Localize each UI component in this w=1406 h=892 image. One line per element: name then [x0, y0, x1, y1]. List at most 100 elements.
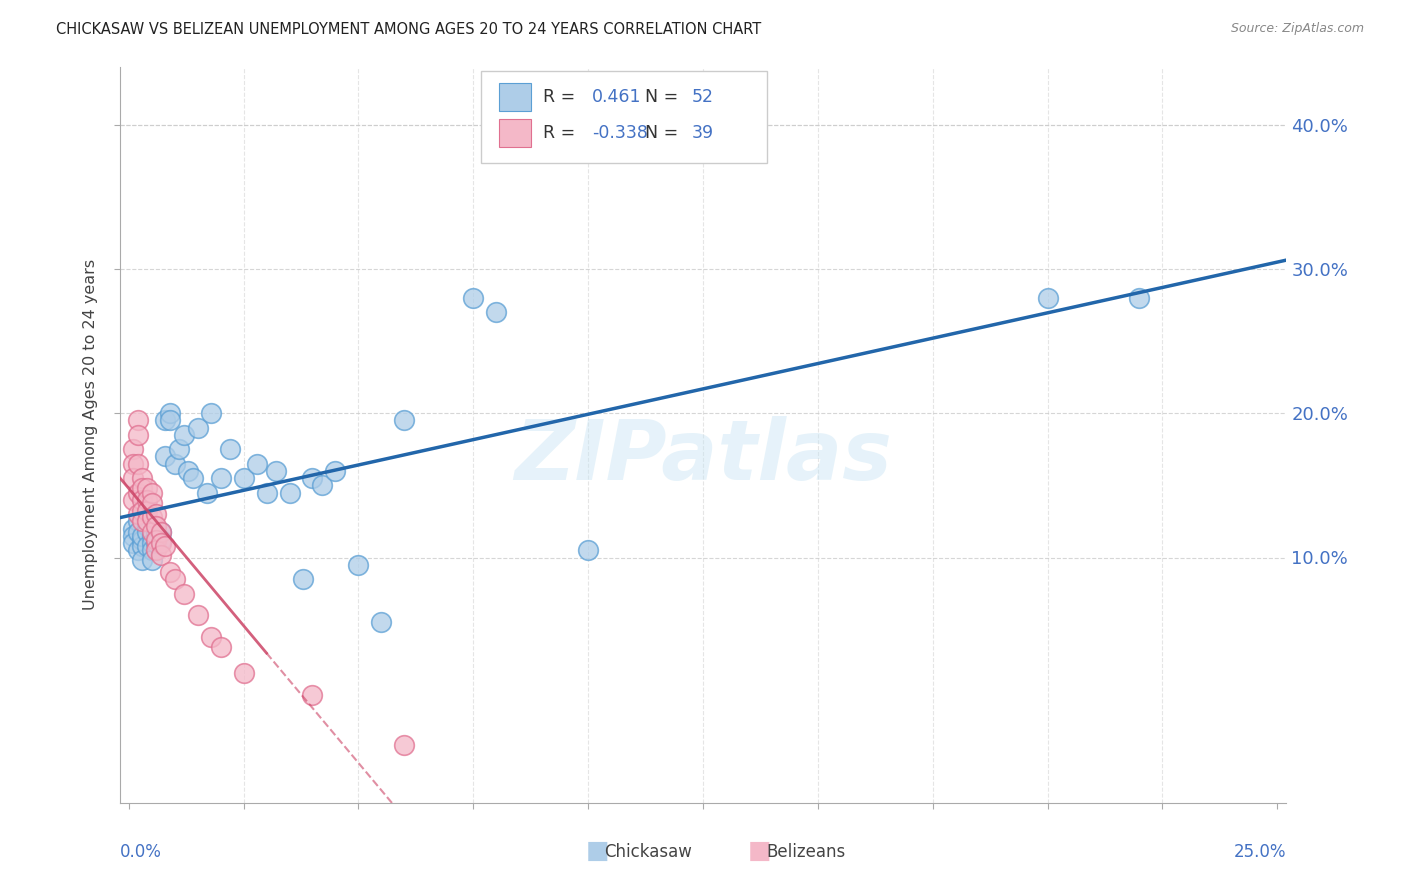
Point: [325, 464, 347, 478]
Point: [149, 548, 172, 562]
Point: [149, 536, 172, 550]
Text: R =: R =: [543, 88, 575, 106]
Point: [136, 492, 159, 507]
Text: ■: ■: [748, 839, 770, 863]
Point: [141, 536, 163, 550]
Point: [122, 536, 145, 550]
Point: [141, 510, 163, 524]
Text: ■: ■: [586, 839, 609, 863]
Point: [155, 450, 177, 464]
Point: [163, 457, 186, 471]
Point: [370, 615, 392, 630]
Point: [131, 533, 153, 548]
Point: [127, 485, 149, 500]
Point: [131, 553, 153, 567]
Point: [200, 630, 222, 644]
Point: [127, 457, 149, 471]
Point: [131, 539, 153, 553]
Point: [141, 485, 163, 500]
FancyBboxPatch shape: [481, 70, 768, 162]
Point: [127, 507, 149, 521]
Point: [159, 406, 181, 420]
Point: [145, 518, 167, 533]
Point: [394, 413, 416, 427]
Point: [122, 492, 145, 507]
Point: [141, 496, 163, 510]
Point: [145, 507, 167, 521]
Point: [122, 471, 145, 485]
Point: [149, 533, 172, 548]
Point: [463, 291, 485, 305]
Point: [145, 524, 167, 539]
Point: [292, 572, 315, 586]
Point: [141, 553, 163, 567]
Point: [218, 442, 240, 457]
Point: [246, 457, 269, 471]
Point: [187, 608, 209, 623]
Point: [232, 665, 254, 680]
Point: [145, 543, 167, 558]
Point: [485, 305, 508, 319]
Point: [200, 406, 222, 420]
Text: Belizeans: Belizeans: [766, 843, 845, 861]
Point: [311, 478, 333, 492]
Point: [122, 522, 145, 536]
Point: [145, 536, 167, 550]
Point: [136, 518, 159, 533]
Text: N =: N =: [645, 124, 678, 142]
Point: [122, 529, 145, 543]
Point: [136, 524, 159, 539]
Point: [122, 457, 145, 471]
Point: [1128, 291, 1150, 305]
Point: [256, 485, 278, 500]
Point: [136, 539, 159, 553]
Point: [141, 543, 163, 558]
Point: [127, 524, 149, 539]
Text: 25.0%: 25.0%: [1234, 843, 1286, 861]
Point: [177, 464, 200, 478]
Point: [131, 515, 153, 529]
Text: Chickasaw: Chickasaw: [605, 843, 693, 861]
Point: [127, 515, 149, 529]
Point: [155, 539, 177, 553]
Point: [136, 504, 159, 518]
Point: [167, 442, 190, 457]
Point: [127, 428, 149, 442]
Point: [145, 533, 167, 548]
Point: [131, 529, 153, 543]
Text: 0.0%: 0.0%: [120, 843, 162, 861]
Point: [209, 640, 232, 654]
Text: -0.338: -0.338: [592, 124, 648, 142]
Point: [301, 471, 323, 485]
Point: [1036, 291, 1059, 305]
Point: [136, 515, 159, 529]
Text: 39: 39: [692, 124, 713, 142]
Point: [278, 485, 301, 500]
Text: Source: ZipAtlas.com: Source: ZipAtlas.com: [1230, 22, 1364, 36]
Point: [347, 558, 370, 572]
Point: [301, 688, 323, 702]
Point: [209, 471, 232, 485]
Point: [232, 471, 254, 485]
Point: [159, 565, 181, 579]
Point: [149, 524, 172, 539]
Point: [264, 464, 287, 478]
Text: ZIPatlas: ZIPatlas: [515, 417, 891, 498]
Text: N =: N =: [645, 88, 678, 106]
Text: 0.461: 0.461: [592, 88, 641, 106]
Point: [131, 481, 153, 495]
Point: [159, 413, 181, 427]
Point: [187, 420, 209, 434]
Point: [155, 413, 177, 427]
FancyBboxPatch shape: [499, 120, 531, 147]
Text: 52: 52: [692, 88, 713, 106]
Point: [131, 471, 153, 485]
Point: [122, 442, 145, 457]
Point: [127, 413, 149, 427]
Y-axis label: Unemployment Among Ages 20 to 24 years: Unemployment Among Ages 20 to 24 years: [83, 260, 98, 610]
Point: [131, 504, 153, 518]
Point: [127, 543, 149, 558]
Point: [173, 586, 195, 600]
Point: [394, 738, 416, 752]
Point: [163, 572, 186, 586]
